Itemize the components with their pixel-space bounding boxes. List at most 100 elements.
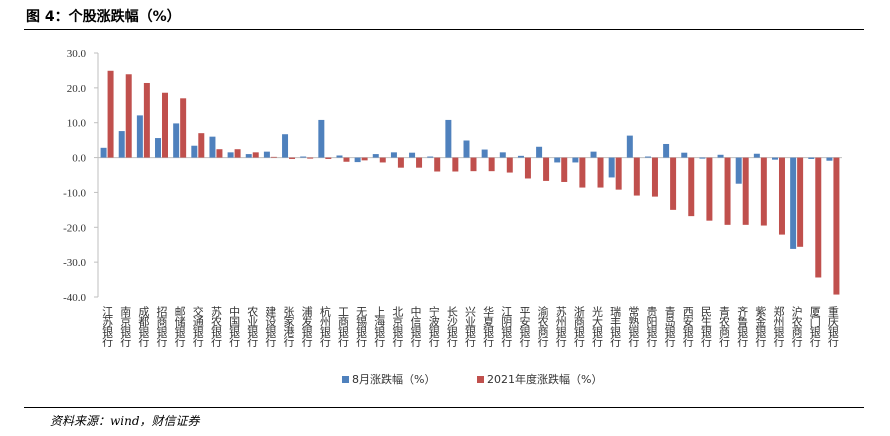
- bar-2021: [162, 92, 168, 158]
- bar-2021: [633, 157, 640, 196]
- bar-2021: [198, 133, 205, 158]
- bar-2021: [488, 157, 495, 172]
- x-tick-label: 招商银行: [155, 305, 168, 348]
- figure-title: 图 4：个股涨跌幅（%）: [26, 9, 181, 25]
- bar-aug: [173, 123, 180, 158]
- bar-2021: [470, 157, 477, 172]
- bar-aug: [300, 156, 307, 158]
- y-tick-label: 30.0: [67, 48, 87, 60]
- bar-2021: [307, 157, 314, 159]
- bar-2021: [778, 157, 785, 235]
- bar-2021: [379, 157, 386, 163]
- x-tick-label: 浙商银行: [572, 306, 585, 348]
- bar-aug: [517, 155, 524, 158]
- bar-aug: [554, 157, 561, 163]
- bar-aug: [717, 154, 724, 158]
- bar-2021: [289, 157, 296, 159]
- bar-2021: [651, 157, 658, 197]
- bar-aug: [155, 138, 162, 158]
- bar-2021: [107, 70, 114, 158]
- bar-aug: [808, 157, 815, 159]
- y-tick-label: -20.0: [63, 222, 86, 234]
- x-tick-label: 齐鲁银行: [736, 305, 749, 348]
- top-rule: [24, 29, 864, 30]
- x-tick-label: 平安银行: [518, 306, 531, 348]
- x-tick-label: 中国银行: [228, 306, 241, 348]
- bar-aug: [536, 146, 543, 158]
- bar-2021: [760, 157, 767, 226]
- bar-aug: [227, 152, 234, 158]
- bar-aug: [427, 156, 434, 158]
- legend-swatch: [342, 376, 349, 383]
- y-tick-label: 10.0: [67, 118, 87, 130]
- x-tick-label: 贵阳银行: [645, 306, 658, 348]
- bar-2021: [397, 157, 404, 168]
- legend-label: 8月涨跌幅（%）: [352, 372, 435, 386]
- bar-2021: [688, 157, 695, 217]
- bar-2021: [252, 152, 259, 158]
- bar-aug: [100, 147, 107, 158]
- x-tick-label: 江阴银行: [500, 306, 513, 348]
- x-tick-label: 民生银行: [699, 306, 712, 348]
- x-tick-label: 宁波银行: [427, 305, 440, 348]
- x-tick-label: 常熟银行: [627, 306, 640, 348]
- bar-aug: [753, 153, 760, 158]
- x-tick-label: 厦门银行: [808, 306, 821, 348]
- x-tick-label: 南京银行: [119, 306, 132, 348]
- bar-2021: [561, 157, 568, 182]
- bar-2021: [125, 74, 132, 158]
- bar-2021: [797, 157, 804, 247]
- bar-aug: [481, 149, 488, 158]
- x-tick-label: 苏农银行: [209, 306, 222, 348]
- bar-aug: [608, 157, 615, 178]
- bar-aug: [826, 157, 833, 161]
- x-tick-label: 交通银行: [191, 305, 204, 348]
- x-tick-label: 邮储银行: [173, 306, 186, 348]
- bar-aug: [445, 119, 452, 158]
- bar-aug: [354, 157, 361, 163]
- legend-swatch: [477, 376, 484, 383]
- x-tick-label: 长沙银行: [445, 306, 458, 348]
- bar-aug: [735, 157, 742, 184]
- bar-aug: [263, 151, 270, 158]
- bar-2021: [833, 157, 840, 295]
- bar-aug: [644, 156, 651, 158]
- x-tick-label: 江苏银行: [101, 306, 114, 348]
- bar-2021: [543, 157, 550, 181]
- bar-aug: [209, 136, 216, 158]
- x-tick-label: 苏州银行: [554, 306, 567, 348]
- bar-2021: [724, 157, 731, 225]
- x-tick-label: 光大银行: [591, 305, 604, 348]
- bar-aug: [191, 145, 198, 158]
- x-tick-label: 张家港行: [282, 306, 295, 348]
- bar-aug: [372, 154, 379, 158]
- x-tick-label: 北京银行: [391, 306, 404, 348]
- bar-2021: [361, 157, 368, 161]
- x-tick-label: 紫金银行: [754, 306, 767, 348]
- bar-aug: [790, 157, 797, 249]
- x-tick-label: 上海银行: [373, 306, 386, 348]
- bar-aug: [590, 151, 597, 158]
- bar-aug: [136, 115, 143, 158]
- bar-aug: [681, 152, 688, 158]
- bar-aug: [463, 140, 470, 158]
- bar-2021: [579, 157, 586, 188]
- x-tick-label: 中信银行: [409, 306, 422, 348]
- bar-2021: [416, 157, 423, 168]
- bar-chart: 30.0 20.0 10.0 0.0 -10.0 -20.0 -30.0 -40.0 江苏银行南…: [63, 48, 842, 386]
- bottom-rule: [24, 407, 864, 408]
- bar-2021: [325, 157, 332, 159]
- bar-2021: [815, 157, 822, 278]
- bar-aug: [282, 134, 289, 158]
- source-note: 资料来源：wind，财信证券: [50, 414, 200, 428]
- x-tick-label: 浦发银行: [300, 306, 313, 348]
- x-tick-label: 成都银行: [137, 306, 150, 348]
- x-tick-label: 青农商行: [718, 306, 731, 348]
- bar-aug: [699, 157, 706, 159]
- x-tick-label: 兴业银行: [464, 306, 477, 348]
- bar-2021: [670, 157, 677, 210]
- bar-aug: [118, 131, 125, 158]
- x-tick-label: 渝农商行: [536, 305, 549, 348]
- x-tick-label: 西安银行: [681, 306, 694, 348]
- bar-aug: [772, 157, 778, 160]
